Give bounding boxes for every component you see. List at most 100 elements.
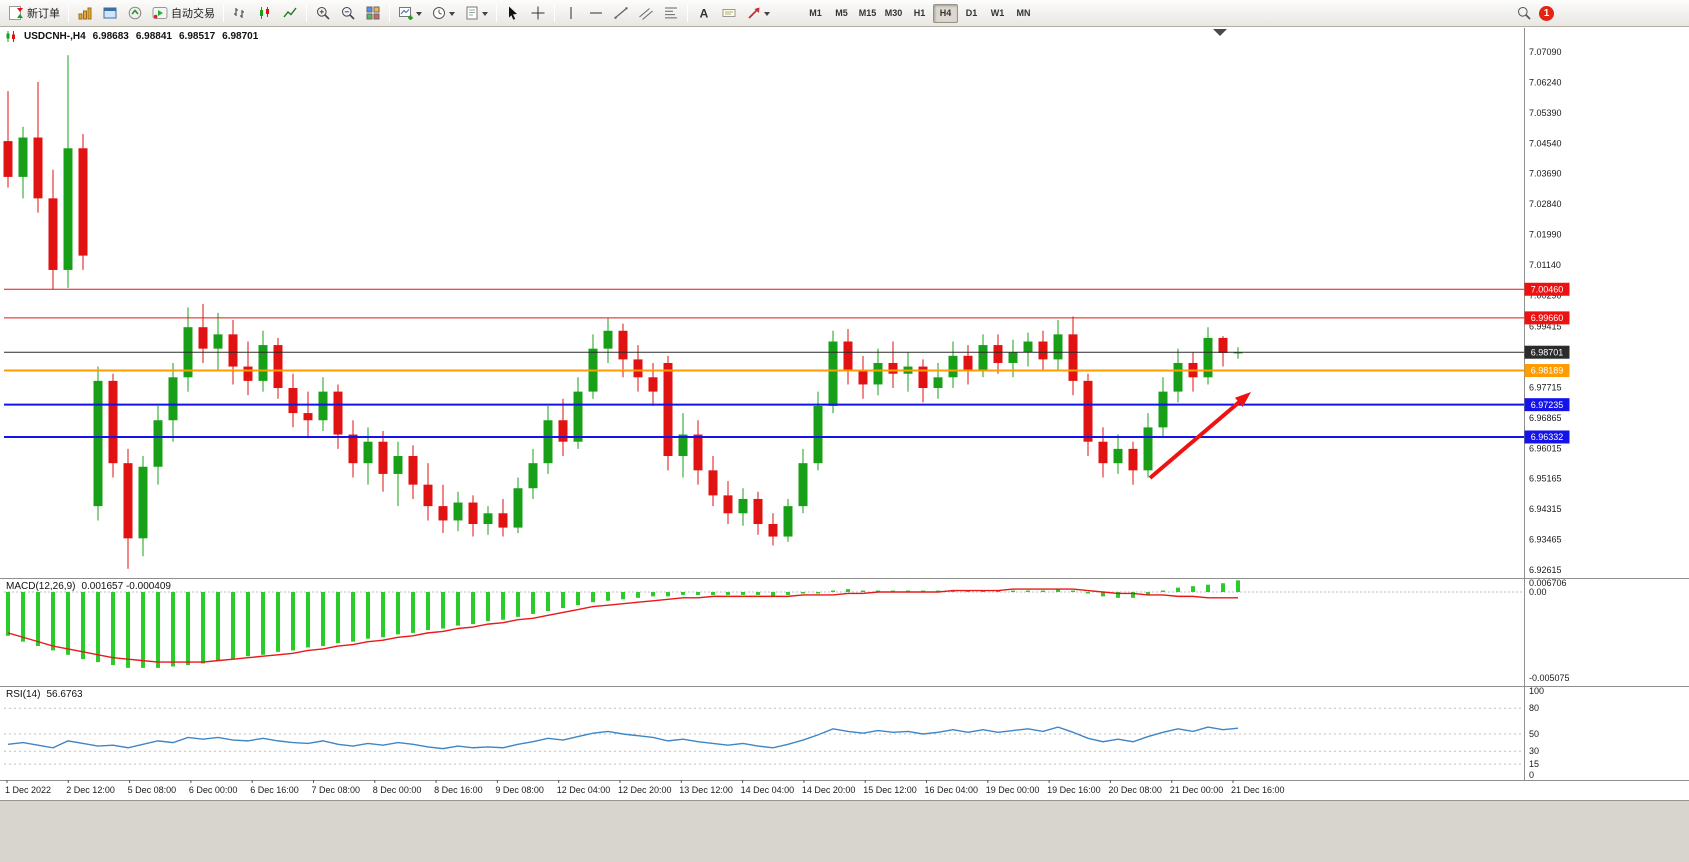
macd-scale-label: 0.006706 <box>1529 578 1567 588</box>
toolbar-separator <box>496 4 497 22</box>
bull-candle-body <box>168 377 178 421</box>
timeframe-m30-button[interactable]: M30 <box>884 8 903 18</box>
bull-candle-body <box>783 506 793 537</box>
bear-candle-body <box>618 330 628 360</box>
text-icon-glyph: A <box>700 7 709 21</box>
bull-candle-body <box>138 466 148 539</box>
bear-candle-body <box>423 484 433 507</box>
arrows-tool-button[interactable] <box>742 3 774 24</box>
bar-chart-mode-button[interactable] <box>228 3 252 24</box>
new-chart-icon <box>399 7 413 20</box>
bear-candle-body <box>78 148 88 256</box>
timeframe-m5-button[interactable]: M5 <box>835 8 848 18</box>
vertical-line-button[interactable] <box>559 3 583 24</box>
templates-button[interactable] <box>460 3 492 24</box>
annotation-arrow-head[interactable] <box>1234 392 1251 407</box>
ohlc-bars-icon <box>234 8 244 18</box>
label-icon <box>722 9 736 17</box>
chevron-down-icon <box>449 11 455 19</box>
bear-candle-body <box>1068 334 1078 381</box>
price-scale-label: 7.07090 <box>1529 47 1562 57</box>
bear-candle-body <box>843 341 853 371</box>
bear-candle-body <box>753 498 763 525</box>
chevron-down-icon <box>416 11 422 19</box>
bull-candle-body <box>873 362 883 385</box>
time-axis-label: 6 Dec 00:00 <box>189 785 238 795</box>
bull-candle-body <box>1113 448 1123 464</box>
trendline-button[interactable] <box>609 3 633 24</box>
bull-candle-body <box>363 441 373 464</box>
rsi-scale-label: 50 <box>1529 729 1539 739</box>
text-label-button[interactable] <box>717 3 741 24</box>
candlestick-mode-button[interactable] <box>253 3 277 24</box>
terminal-button[interactable] <box>123 3 147 24</box>
tile-windows-button[interactable] <box>361 3 385 24</box>
time-axis-label: 9 Dec 08:00 <box>495 785 544 795</box>
macd-values: 0.001657 -0.000409 <box>81 581 171 592</box>
zoom-out-icon <box>342 7 355 20</box>
macd-title: MACD(12,26,9) <box>6 581 76 592</box>
price-scale-label: 6.92615 <box>1529 565 1562 575</box>
notification-badge[interactable]: 1 <box>1539 5 1554 21</box>
timeframe-w1-button[interactable]: W1 <box>990 8 1005 18</box>
rsi-scale-label: 80 <box>1529 703 1539 713</box>
line-chart-mode-button[interactable] <box>278 3 302 24</box>
timeframe-m1-button[interactable]: M1 <box>809 8 822 18</box>
macd-signal-line <box>7 588 1238 663</box>
annotation-arrow-shaft[interactable] <box>1148 396 1245 480</box>
bull-candle-body <box>948 355 958 378</box>
bull-candle-body <box>813 405 823 464</box>
bull-candle-body <box>258 345 268 381</box>
navigator-button[interactable] <box>98 3 122 24</box>
bear-candle-body <box>888 362 898 374</box>
bear-candle-body <box>3 141 13 177</box>
time-axis-label: 20 Dec 08:00 <box>1108 785 1162 795</box>
time-axis-label: 2 Dec 12:00 <box>66 785 115 795</box>
time-axis-label: 6 Dec 16:00 <box>250 785 299 795</box>
bull-candle-body <box>1158 391 1168 428</box>
bear-candle-body <box>1098 441 1108 464</box>
template-document-icon <box>466 6 478 20</box>
price-scale-label: 7.01990 <box>1529 230 1562 240</box>
bear-candle-body <box>33 137 43 199</box>
bear-candle-body <box>438 506 448 521</box>
timeframe-h1-button[interactable]: H1 <box>913 8 926 18</box>
new-order-icon <box>9 6 23 20</box>
gold-bars-icon <box>78 7 92 20</box>
time-axis-label: 8 Dec 00:00 <box>373 785 422 795</box>
cursor-button[interactable] <box>501 3 525 24</box>
timeframe-m15-button[interactable]: M15 <box>858 8 877 18</box>
bull-candle-body <box>1173 362 1183 392</box>
new-order-button[interactable]: 新订单 <box>4 3 64 24</box>
search-button[interactable] <box>1512 3 1536 24</box>
fibonacci-button[interactable] <box>659 3 683 24</box>
bear-candle-body <box>123 463 133 539</box>
auto-trading-button[interactable]: 自动交易 <box>148 3 219 24</box>
bear-candle-body <box>348 434 358 464</box>
chart-shift-marker[interactable] <box>1213 29 1227 36</box>
price-scale-label: 7.01140 <box>1529 260 1561 270</box>
timeframe-mn-button[interactable]: MN <box>1016 8 1031 18</box>
periods-button[interactable] <box>427 3 459 24</box>
crosshair-icon <box>531 6 545 20</box>
timeframe-d1-button[interactable]: D1 <box>965 8 978 18</box>
new-chart-button[interactable] <box>394 3 426 24</box>
horizontal-line-button[interactable] <box>584 3 608 24</box>
channel-button[interactable] <box>634 3 658 24</box>
price-box <box>1524 311 1570 325</box>
timeframe-h4-button[interactable]: H4 <box>933 3 958 23</box>
auto-trading-icon <box>152 7 168 19</box>
text-tool-button[interactable]: A <box>692 3 716 24</box>
zoom-out-button[interactable] <box>336 3 360 24</box>
rsi-scale-label: 0 <box>1529 770 1534 780</box>
market-watch-button[interactable] <box>73 3 97 24</box>
rsi-line <box>7 726 1239 750</box>
bull-candle-body <box>543 420 553 464</box>
toolbar-separator <box>306 4 307 22</box>
toolbar: 新订单 <box>0 0 1689 27</box>
bull-candle-body <box>1143 427 1153 471</box>
price-scale-label: 6.96015 <box>1529 443 1562 453</box>
zoom-in-button[interactable] <box>311 3 335 24</box>
crosshair-button[interactable] <box>526 3 550 24</box>
